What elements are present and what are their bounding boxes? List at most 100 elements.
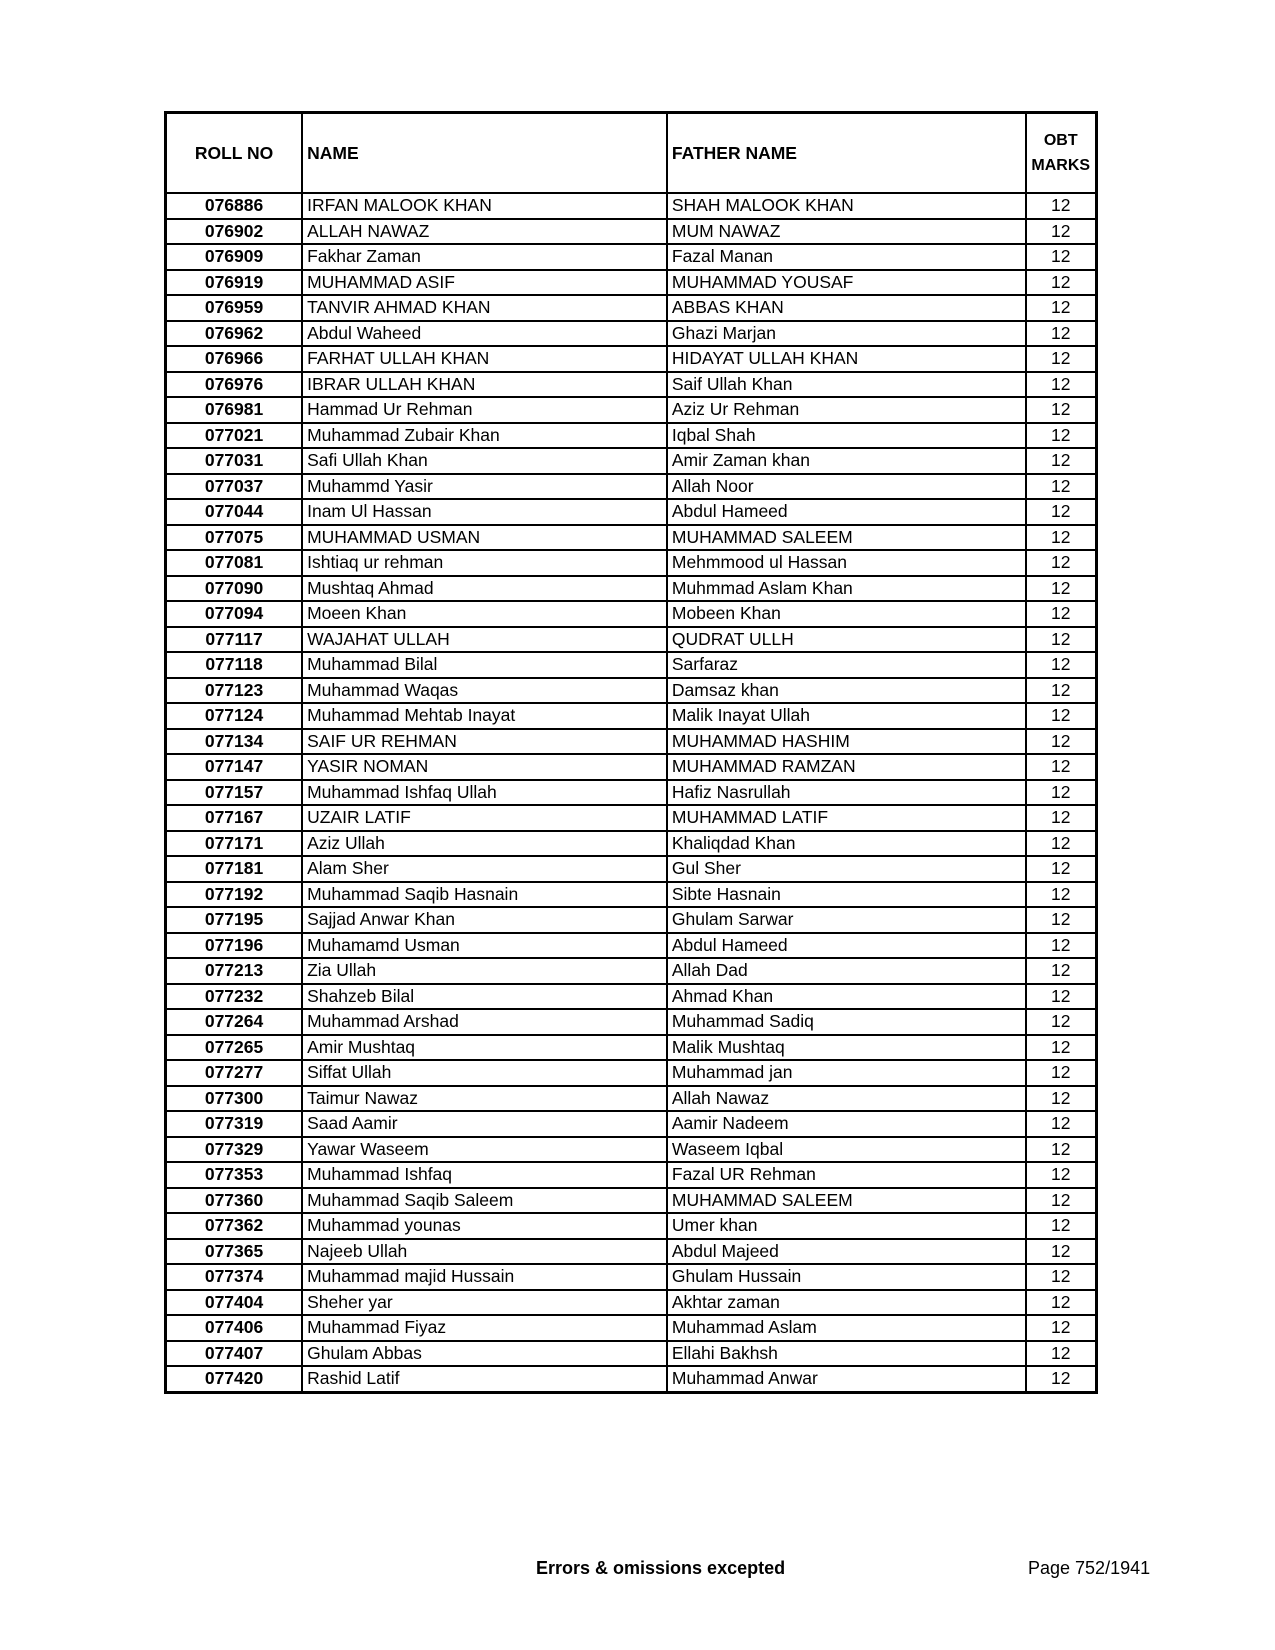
roll-no-cell: 076909 bbox=[164, 243, 304, 271]
page-number: Page 752/1941 bbox=[1028, 1558, 1151, 1578]
marks-cell: 12 bbox=[1024, 957, 1098, 985]
name-cell: Muhammad Saqib Saleem bbox=[301, 1186, 668, 1214]
table-row: 076976 IBRAR ULLAH KHAN Saif Ullah Khan 12 bbox=[164, 370, 1098, 398]
name-cell: Muhammad majid Hussain bbox=[301, 1263, 668, 1291]
roll-no-cell: 077181 bbox=[164, 855, 304, 883]
marks-cell: 12 bbox=[1024, 574, 1098, 602]
roll-no-cell: 077407 bbox=[164, 1339, 304, 1367]
father-name-cell: Waseem Iqbal bbox=[665, 1135, 1027, 1163]
father-name-cell: Umer khan bbox=[665, 1212, 1027, 1240]
name-cell: Muhammad Saqib Hasnain bbox=[301, 880, 668, 908]
name-cell: Amir Mushtaq bbox=[301, 1033, 668, 1061]
name-cell: Sajjad Anwar Khan bbox=[301, 906, 668, 934]
marks-cell: 12 bbox=[1024, 370, 1098, 398]
roll-no-cell: 077232 bbox=[164, 982, 304, 1010]
table-row: 077031 Safi Ullah Khan Amir Zaman khan 12 bbox=[164, 447, 1098, 475]
roll-no-cell: 077195 bbox=[164, 906, 304, 934]
table-row: 077124 Muhammad Mehtab Inayat Malik Inayat… bbox=[164, 702, 1098, 730]
name-cell: Saad Aamir bbox=[301, 1110, 668, 1138]
father-name-cell: Muhammad jan bbox=[665, 1059, 1027, 1087]
father-name-cell: MUHAMMAD HASHIM bbox=[665, 727, 1027, 755]
table-row: 077277 Siffat Ullah Muhammad jan 12 bbox=[164, 1059, 1098, 1087]
roll-no-cell: 077134 bbox=[164, 727, 304, 755]
father-name-cell: QUDRAT ULLH bbox=[665, 625, 1027, 653]
name-cell: Inam Ul Hassan bbox=[301, 498, 668, 526]
table-row: 077117 WAJAHAT ULLAH QUDRAT ULLH 12 bbox=[164, 625, 1098, 653]
marks-cell: 12 bbox=[1024, 421, 1098, 449]
name-cell: Najeeb Ullah bbox=[301, 1237, 668, 1265]
name-cell: Muhammad Ishfaq Ullah bbox=[301, 778, 668, 806]
father-name-cell: Sibte Hasnain bbox=[665, 880, 1027, 908]
name-cell: Yawar Waseem bbox=[301, 1135, 668, 1163]
roll-no-cell: 077404 bbox=[164, 1288, 304, 1316]
table-row: 077362 Muhammad younas Umer khan 12 bbox=[164, 1212, 1098, 1240]
roll-no-cell: 076919 bbox=[164, 268, 304, 296]
table-row: 076966 FARHAT ULLAH KHAN HIDAYAT ULLAH KHA… bbox=[164, 345, 1098, 373]
father-name-cell: Sarfaraz bbox=[665, 651, 1027, 679]
name-cell: ALLAH NAWAZ bbox=[301, 217, 668, 245]
table-row: 077157 Muhammad Ishfaq Ullah Hafiz Nasrull… bbox=[164, 778, 1098, 806]
father-name-cell: Mobeen Khan bbox=[665, 600, 1027, 628]
name-cell: Zia Ullah bbox=[301, 957, 668, 985]
marks-cell: 12 bbox=[1024, 727, 1098, 755]
table-row: 077196 Muhamamd Usman Abdul Hameed 12 bbox=[164, 931, 1098, 959]
father-name-cell: Allah Dad bbox=[665, 957, 1027, 985]
name-cell: WAJAHAT ULLAH bbox=[301, 625, 668, 653]
father-name-cell: Ghulam Hussain bbox=[665, 1263, 1027, 1291]
name-cell: Sheher yar bbox=[301, 1288, 668, 1316]
roll-no-cell: 077171 bbox=[164, 829, 304, 857]
marks-cell: 12 bbox=[1024, 931, 1098, 959]
roll-no-cell: 077021 bbox=[164, 421, 304, 449]
roll-no-cell: 077362 bbox=[164, 1212, 304, 1240]
header-obt-marks: OBT MARKS bbox=[1024, 111, 1098, 194]
marks-cell: 12 bbox=[1024, 549, 1098, 577]
father-name-cell: MUHAMMAD SALEEM bbox=[665, 1186, 1027, 1214]
roll-no-cell: 077090 bbox=[164, 574, 304, 602]
table-row: 077365 Najeeb Ullah Abdul Majeed 12 bbox=[164, 1237, 1098, 1265]
marks-cell: 12 bbox=[1024, 1135, 1098, 1163]
roll-no-cell: 077157 bbox=[164, 778, 304, 806]
roll-no-cell: 077353 bbox=[164, 1161, 304, 1189]
name-cell: Muhammad Fiyaz bbox=[301, 1314, 668, 1342]
name-cell: TANVIR AHMAD KHAN bbox=[301, 294, 668, 322]
table-row: 077319 Saad Aamir Aamir Nadeem 12 bbox=[164, 1110, 1098, 1138]
name-cell: Taimur Nawaz bbox=[301, 1084, 668, 1112]
name-cell: YASIR NOMAN bbox=[301, 753, 668, 781]
table-row: 077420 Rashid Latif Muhammad Anwar 12 bbox=[164, 1365, 1098, 1393]
table-row: 077404 Sheher yar Akhtar zaman 12 bbox=[164, 1288, 1098, 1316]
father-name-cell: Akhtar zaman bbox=[665, 1288, 1027, 1316]
marks-cell: 12 bbox=[1024, 1365, 1098, 1393]
name-cell: Safi Ullah Khan bbox=[301, 447, 668, 475]
father-name-cell: MUHAMMAD SALEEM bbox=[665, 523, 1027, 551]
roll-no-cell: 077277 bbox=[164, 1059, 304, 1087]
table-row: 077353 Muhammad Ishfaq Fazal UR Rehman 12 bbox=[164, 1161, 1098, 1189]
father-name-cell: HIDAYAT ULLAH KHAN bbox=[665, 345, 1027, 373]
roll-no-cell: 077374 bbox=[164, 1263, 304, 1291]
name-cell: Ishtiaq ur rehman bbox=[301, 549, 668, 577]
name-cell: Muhammad Waqas bbox=[301, 676, 668, 704]
header-name: NAME bbox=[301, 111, 668, 194]
father-name-cell: ABBAS KHAN bbox=[665, 294, 1027, 322]
table-row: 076902 ALLAH NAWAZ MUM NAWAZ 12 bbox=[164, 217, 1098, 245]
name-cell: Siffat Ullah bbox=[301, 1059, 668, 1087]
roll-no-cell: 077147 bbox=[164, 753, 304, 781]
marks-cell: 12 bbox=[1024, 676, 1098, 704]
table-row: 076909 Fakhar Zaman Fazal Manan 12 bbox=[164, 243, 1098, 271]
marks-cell: 12 bbox=[1024, 1110, 1098, 1138]
table-row: 076886 IRFAN MALOOK KHAN SHAH MALOOK KHAN 1… bbox=[164, 192, 1098, 220]
marks-cell: 12 bbox=[1024, 753, 1098, 781]
name-cell: Muhamamd Usman bbox=[301, 931, 668, 959]
name-cell: Hammad Ur Rehman bbox=[301, 396, 668, 424]
father-name-cell: Muhammad Sadiq bbox=[665, 1008, 1027, 1036]
marks-cell: 12 bbox=[1024, 651, 1098, 679]
marks-cell: 12 bbox=[1024, 268, 1098, 296]
name-cell: Moeen Khan bbox=[301, 600, 668, 628]
name-cell: Alam Sher bbox=[301, 855, 668, 883]
name-cell: Muhammad Bilal bbox=[301, 651, 668, 679]
marks-cell: 12 bbox=[1024, 778, 1098, 806]
marks-cell: 12 bbox=[1024, 1084, 1098, 1112]
marks-cell: 12 bbox=[1024, 1288, 1098, 1316]
table-row: 077090 Mushtaq Ahmad Muhmmad Aslam Khan 12 bbox=[164, 574, 1098, 602]
roll-no-cell: 077406 bbox=[164, 1314, 304, 1342]
father-name-cell: Allah Noor bbox=[665, 472, 1027, 500]
